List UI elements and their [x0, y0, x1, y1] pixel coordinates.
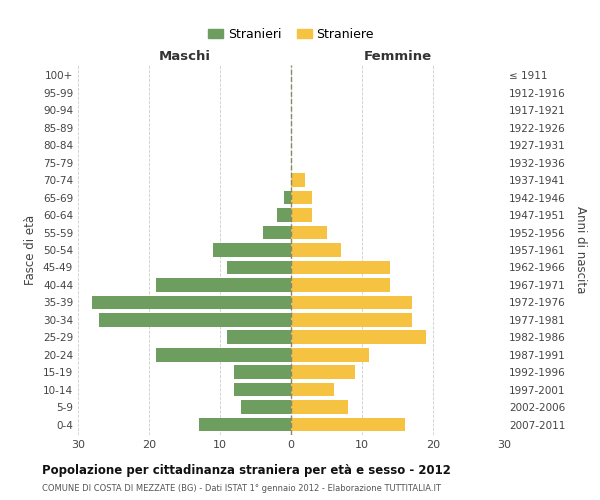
- Y-axis label: Anni di nascita: Anni di nascita: [574, 206, 587, 294]
- Bar: [291, 191, 313, 204]
- Legend: Stranieri, Straniere: Stranieri, Straniere: [203, 23, 379, 46]
- Bar: [291, 418, 404, 432]
- Bar: [291, 243, 341, 257]
- Bar: [156, 278, 291, 291]
- Bar: [291, 226, 326, 239]
- Bar: [263, 226, 291, 239]
- Bar: [241, 400, 291, 414]
- Bar: [92, 296, 291, 309]
- Bar: [291, 174, 305, 187]
- Bar: [227, 330, 291, 344]
- Bar: [291, 296, 412, 309]
- Text: Popolazione per cittadinanza straniera per età e sesso - 2012: Popolazione per cittadinanza straniera p…: [42, 464, 451, 477]
- Text: Femmine: Femmine: [364, 50, 431, 64]
- Bar: [291, 208, 313, 222]
- Y-axis label: Fasce di età: Fasce di età: [25, 215, 37, 285]
- Bar: [291, 260, 391, 274]
- Bar: [291, 366, 355, 379]
- Text: Maschi: Maschi: [158, 50, 211, 64]
- Bar: [291, 278, 391, 291]
- Bar: [291, 313, 412, 326]
- Bar: [277, 208, 291, 222]
- Bar: [284, 191, 291, 204]
- Bar: [100, 313, 291, 326]
- Bar: [227, 260, 291, 274]
- Bar: [156, 348, 291, 362]
- Bar: [291, 400, 348, 414]
- Bar: [213, 243, 291, 257]
- Bar: [291, 330, 426, 344]
- Bar: [234, 383, 291, 396]
- Text: COMUNE DI COSTA DI MEZZATE (BG) - Dati ISTAT 1° gennaio 2012 - Elaborazione TUTT: COMUNE DI COSTA DI MEZZATE (BG) - Dati I…: [42, 484, 441, 493]
- Bar: [234, 366, 291, 379]
- Bar: [291, 383, 334, 396]
- Bar: [291, 348, 369, 362]
- Bar: [199, 418, 291, 432]
